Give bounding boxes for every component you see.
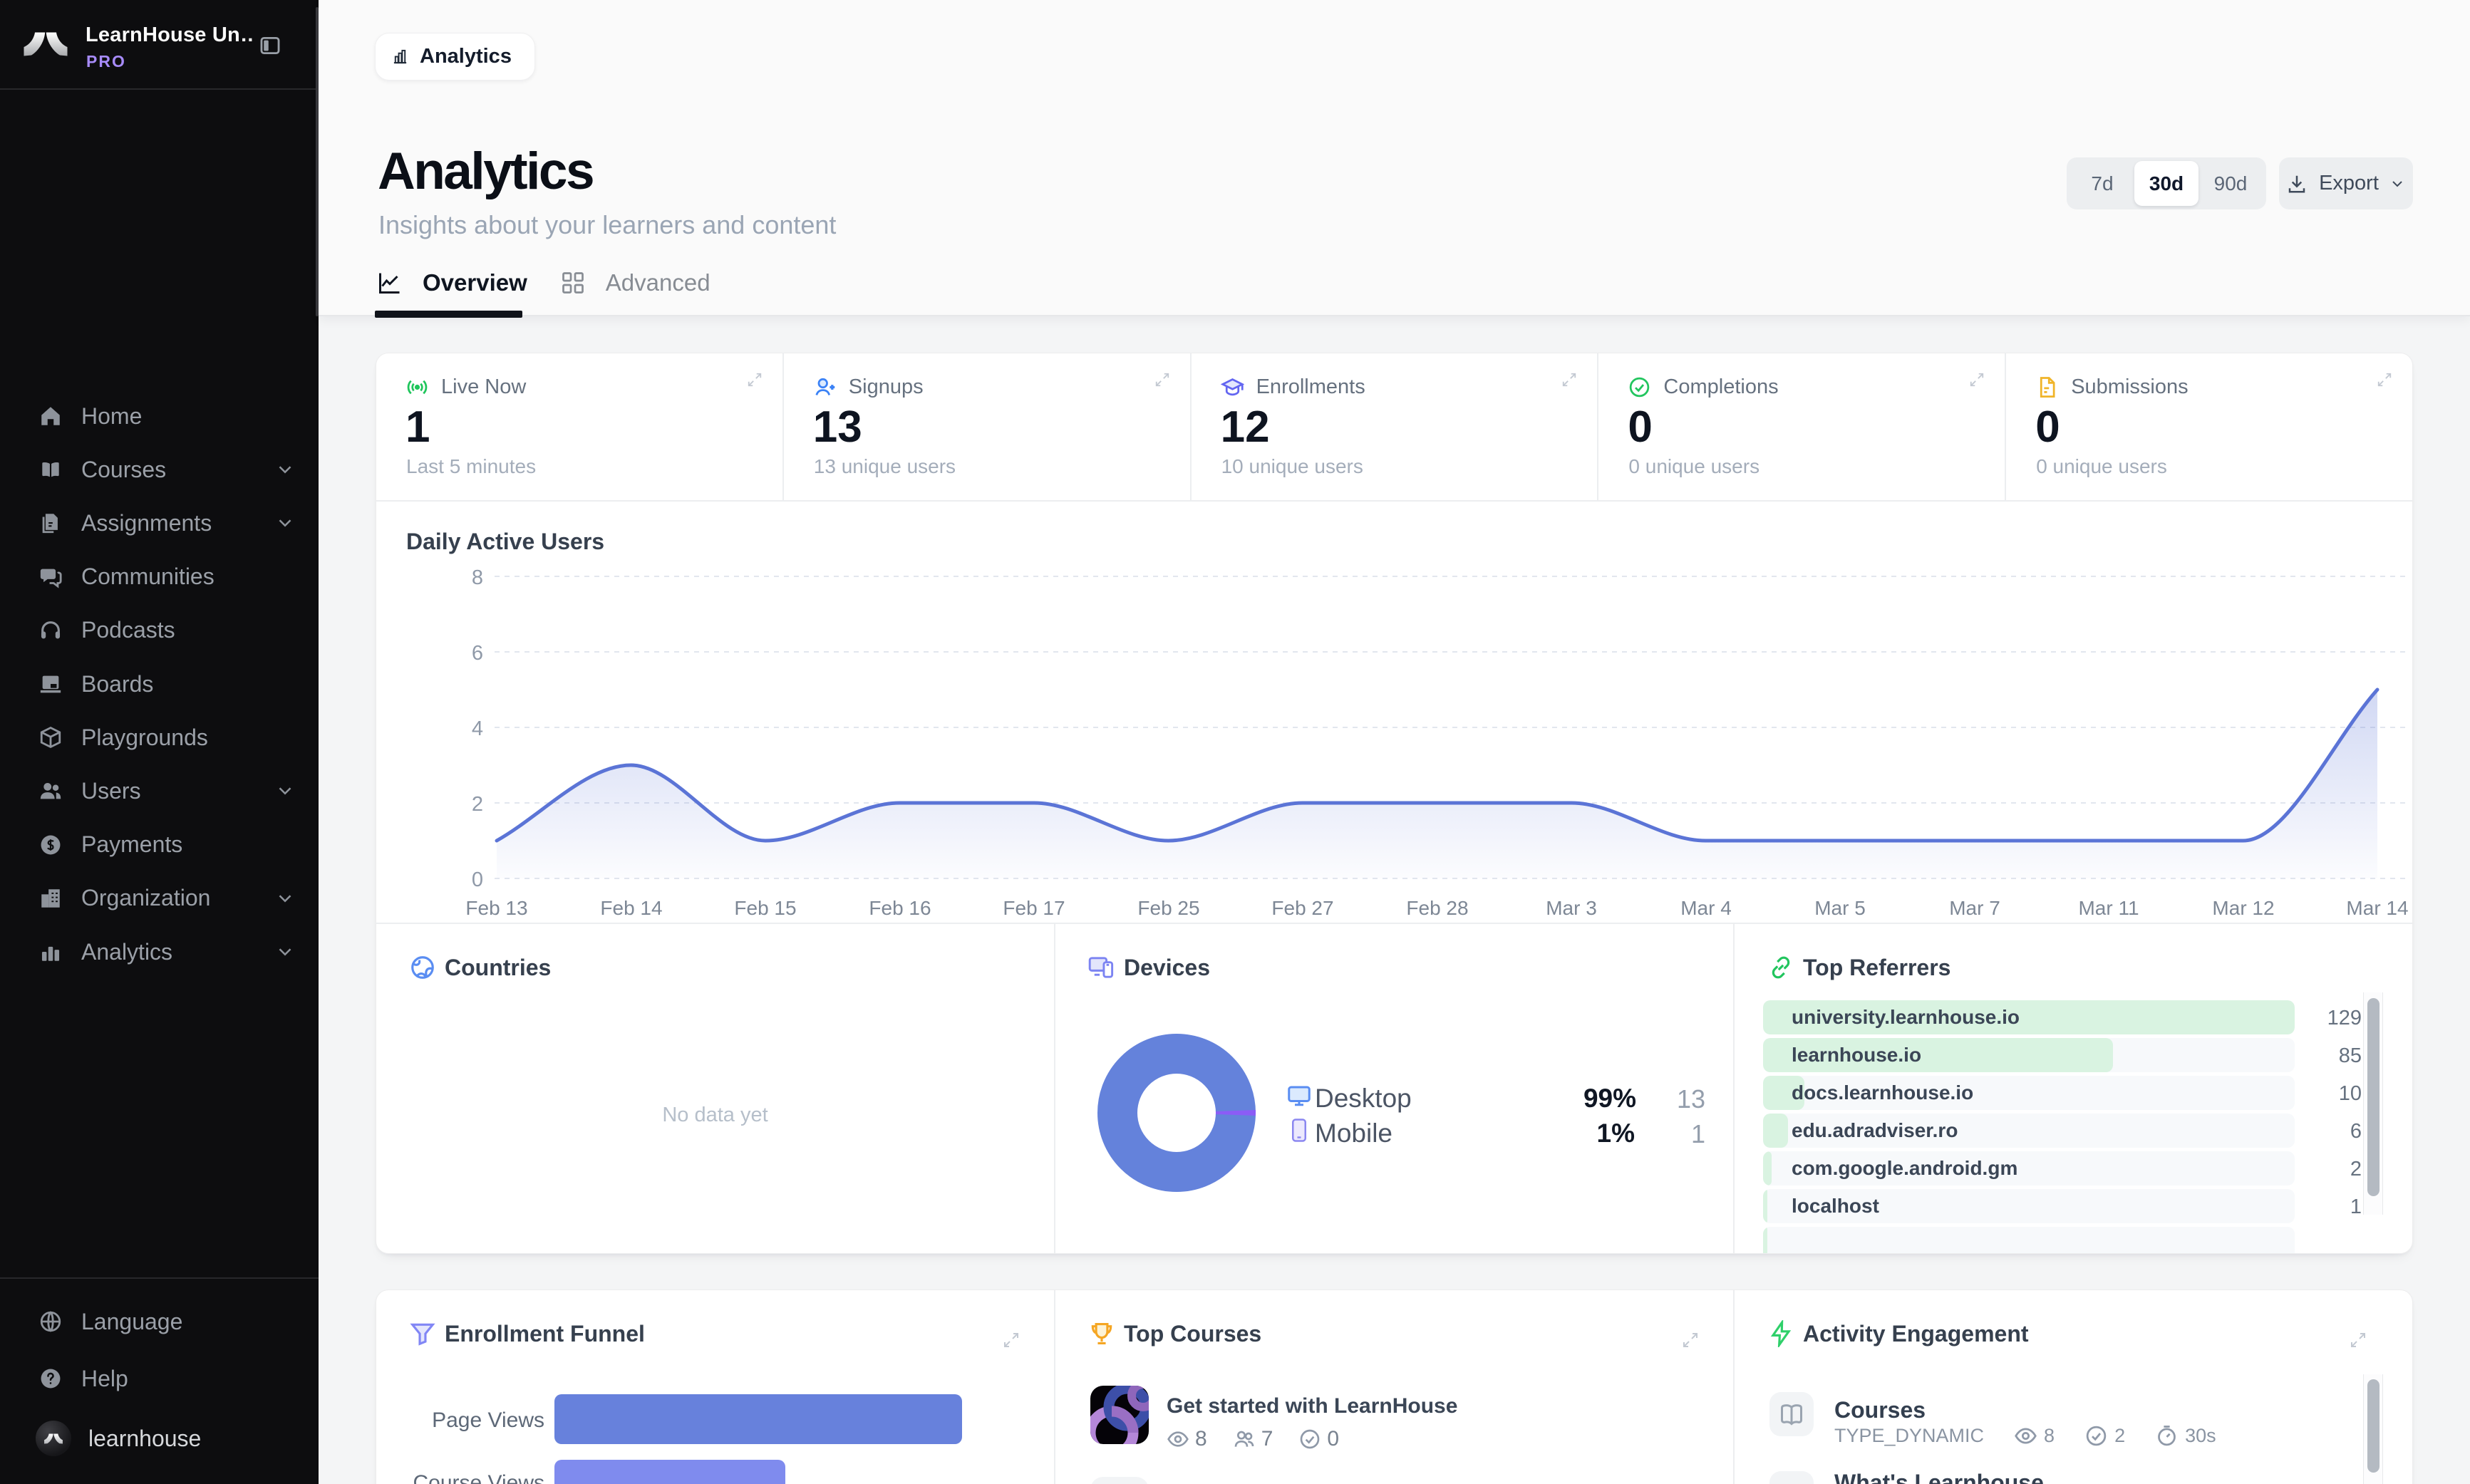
svg-text:2: 2 [472,793,483,816]
svg-text:4: 4 [472,717,483,740]
svg-text:Feb 27: Feb 27 [1271,897,1333,919]
svg-text:Mar 7: Mar 7 [1949,897,2000,919]
svg-text:Mar 3: Mar 3 [1546,897,1597,919]
svg-text:Feb 13: Feb 13 [465,897,527,919]
svg-text:Mar 14: Mar 14 [2346,897,2408,919]
svg-text:Mar 5: Mar 5 [1814,897,1866,919]
svg-text:Feb 14: Feb 14 [600,897,662,919]
svg-text:0: 0 [472,868,483,891]
svg-text:Feb 28: Feb 28 [1406,897,1468,919]
svg-text:8: 8 [472,566,483,589]
svg-text:Mar 12: Mar 12 [2212,897,2274,919]
svg-text:6: 6 [472,642,483,665]
svg-text:Feb 15: Feb 15 [734,897,796,919]
svg-text:Mar 4: Mar 4 [1680,897,1732,919]
svg-text:Feb 16: Feb 16 [869,897,931,919]
svg-text:Feb 17: Feb 17 [1003,897,1065,919]
svg-text:Feb 25: Feb 25 [1137,897,1199,919]
svg-text:Mar 11: Mar 11 [2078,897,2139,919]
